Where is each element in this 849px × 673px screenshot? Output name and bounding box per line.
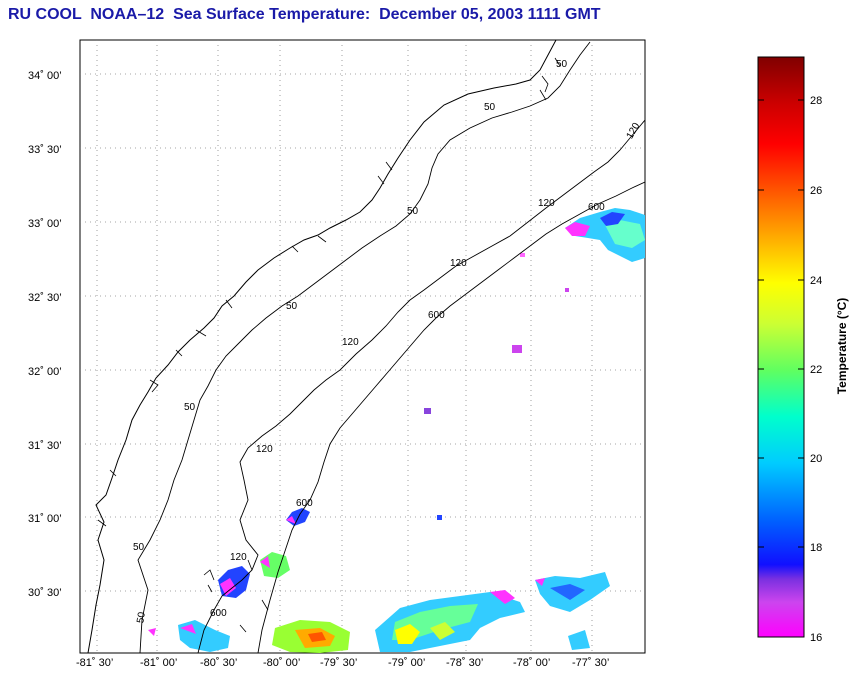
colorbar-tick-label: 26 [810, 185, 822, 197]
sst-patch [220, 578, 236, 596]
sst-patch [286, 516, 296, 524]
sst-patches [148, 208, 645, 653]
lon-label: -77˚ 30’ [572, 657, 609, 669]
colorbar-tick-label: 28 [810, 95, 822, 107]
contour-label: 50 [556, 59, 568, 70]
lat-label: 33˚ 00’ [28, 218, 62, 230]
colorbar-labels: 28 26 24 22 20 18 16 [810, 95, 822, 644]
sst-patch [260, 556, 270, 568]
lon-label: -79˚ 00’ [388, 657, 425, 669]
contour-600m [257, 181, 645, 653]
lon-label: -81˚ 00’ [140, 657, 177, 669]
shoreline-bits [203, 559, 269, 633]
sst-patch [565, 222, 590, 236]
grid-lines [80, 40, 645, 653]
lat-label: 31˚ 00’ [28, 513, 62, 525]
longitude-labels: -81˚ 30’ -81˚ 00’ -80˚ 30’ -80˚ 00’ -79˚… [76, 657, 609, 669]
contour-label: 50 [484, 102, 496, 113]
lon-label: -80˚ 00’ [263, 657, 300, 669]
contour-label: 600 [588, 202, 605, 213]
contour-label: 120 [230, 552, 247, 563]
sst-patch [565, 288, 569, 292]
sst-patch [395, 624, 420, 644]
contour-label: 50 [407, 206, 419, 217]
contour-label: 600 [428, 310, 445, 321]
sst-patch [605, 220, 645, 248]
map-title: RU COOL NOAA–12 Sea Surface Temperature:… [8, 6, 601, 23]
contour-label: 600 [210, 608, 227, 619]
colorbar-tick-label: 20 [810, 453, 822, 465]
sst-patch [490, 590, 515, 604]
lat-label: 30˚ 30’ [28, 587, 62, 599]
sst-patch [600, 212, 625, 226]
sst-patch [148, 628, 156, 636]
coastline [87, 40, 557, 653]
sst-patch [535, 578, 545, 586]
sst-patch [437, 515, 442, 520]
coastline-detail [97, 57, 561, 527]
lon-label: -78˚ 30’ [446, 657, 483, 669]
colorbar-ticks [758, 99, 804, 548]
lon-label: -78˚ 00’ [513, 657, 550, 669]
sst-patch [308, 632, 326, 642]
colorbar-tick-label: 24 [810, 275, 822, 287]
sst-patch [512, 345, 522, 353]
sst-patch [430, 622, 455, 640]
lon-label: -81˚ 30’ [76, 657, 113, 669]
contour-label: 120 [256, 444, 273, 455]
colorbar-tick-label: 22 [810, 364, 822, 376]
contour-label: 600 [296, 498, 313, 509]
sst-patch [424, 408, 431, 414]
lon-label: -80˚ 30’ [200, 657, 237, 669]
latitude-labels: 34˚ 00’ 33˚ 30’ 33˚ 00’ 32˚ 30’ 32˚ 00’ … [28, 70, 62, 599]
contour-50m [137, 41, 591, 653]
contour-120m [197, 119, 645, 653]
lon-label: -79˚ 30’ [320, 657, 357, 669]
map-frame [79, 39, 646, 654]
contour-label: 50 [135, 611, 148, 624]
lat-label: 33˚ 30’ [28, 144, 62, 156]
lat-label: 34˚ 00’ [28, 70, 62, 82]
contour-label: 120 [538, 198, 555, 209]
lat-label: 31˚ 30’ [28, 440, 62, 452]
colorbar-tick-label: 18 [810, 542, 822, 554]
contour-label: 50 [184, 402, 196, 413]
contour-label: 120 [450, 258, 467, 269]
contour-label: 120 [342, 337, 359, 348]
contour-label: 50 [133, 542, 145, 553]
sst-patch [180, 624, 196, 634]
colorbar [757, 56, 805, 638]
sst-patch [568, 630, 590, 650]
colorbar-tick-label: 16 [810, 632, 822, 644]
lat-label: 32˚ 00’ [28, 366, 62, 378]
lat-label: 32˚ 30’ [28, 292, 62, 304]
contour-label: 50 [286, 301, 298, 312]
colorbar-title: Temperature (°C) [835, 298, 849, 395]
sst-patch [550, 584, 585, 600]
sst-patch [520, 253, 525, 257]
